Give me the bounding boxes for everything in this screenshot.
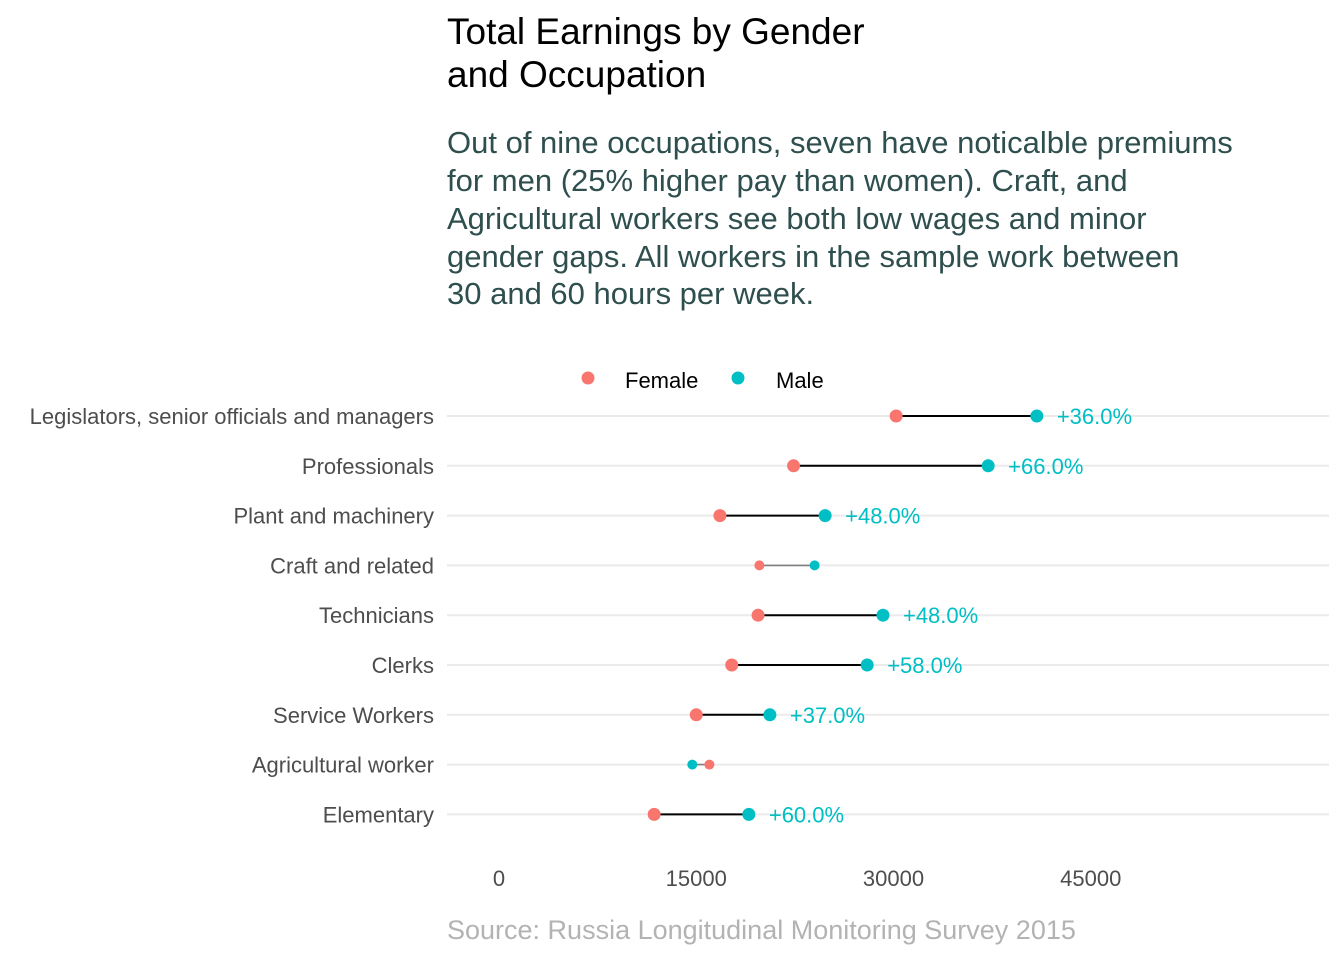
chart-subtitle-line-4: gender gaps. All workers in the sample w… bbox=[447, 239, 1179, 274]
x-tick-label: 30000 bbox=[863, 866, 924, 891]
chart-subtitle-line-1: Out of nine occupations, seven have noti… bbox=[447, 125, 1233, 160]
legend-female-label: Female bbox=[625, 368, 698, 393]
legend-male-label: Male bbox=[776, 368, 824, 393]
y-label: Professionals bbox=[302, 454, 434, 479]
y-label: Plant and machinery bbox=[233, 504, 434, 529]
legend-female-key bbox=[581, 371, 595, 385]
y-label: Craft and related bbox=[270, 553, 434, 578]
male-point bbox=[742, 807, 756, 821]
y-label: Clerks bbox=[372, 653, 434, 678]
female-point bbox=[647, 807, 661, 821]
female-point bbox=[725, 658, 739, 672]
gap-percent-label: +66.0% bbox=[1008, 454, 1083, 479]
gap-percent-label: +48.0% bbox=[903, 603, 978, 628]
y-label: Legislators, senior officials and manage… bbox=[30, 404, 434, 429]
x-tick-label: 0 bbox=[493, 866, 505, 891]
male-point bbox=[687, 759, 698, 770]
male-point bbox=[763, 708, 777, 722]
female-point bbox=[704, 759, 715, 770]
gap-percent-label: +48.0% bbox=[845, 504, 920, 529]
data-points bbox=[647, 409, 1044, 821]
legend-male-key bbox=[731, 371, 745, 385]
y-axis-labels: Legislators, senior officials and manage… bbox=[30, 404, 434, 827]
x-tick-label: 45000 bbox=[1060, 866, 1121, 891]
chart-subtitle-line-2: for men (25% higher pay than women). Cra… bbox=[447, 163, 1128, 198]
y-label: Agricultural worker bbox=[252, 753, 434, 778]
legend: Female Male bbox=[581, 368, 824, 393]
y-label: Service Workers bbox=[273, 703, 434, 728]
male-point bbox=[1030, 409, 1044, 423]
female-point bbox=[713, 509, 727, 523]
gap-percent-label: +60.0% bbox=[769, 802, 844, 827]
dumbbell-segments bbox=[654, 415, 1037, 816]
male-point bbox=[818, 509, 832, 523]
gap-labels: +36.0% +66.0% +48.0% +48.0% +58.0% +37.0% +60.… bbox=[769, 404, 1132, 827]
male-point bbox=[876, 608, 890, 622]
x-tick-label: 15000 bbox=[666, 866, 727, 891]
gap-percent-label: +37.0% bbox=[790, 703, 865, 728]
male-point bbox=[981, 459, 995, 473]
female-point bbox=[751, 608, 765, 622]
female-point bbox=[889, 409, 903, 423]
female-point bbox=[754, 560, 765, 571]
y-label: Elementary bbox=[323, 802, 434, 827]
gap-percent-label: +36.0% bbox=[1057, 404, 1132, 429]
chart-title-line-2: and Occupation bbox=[447, 54, 706, 95]
chart-title-line-1: Total Earnings by Gender bbox=[447, 11, 865, 52]
x-axis-tick-labels: 0 15000 30000 45000 bbox=[493, 866, 1121, 891]
gap-percent-label: +58.0% bbox=[887, 653, 962, 678]
chart-subtitle-line-3: Agricultural workers see both low wages … bbox=[447, 201, 1147, 236]
chart-caption: Source: Russia Longitudinal Monitoring S… bbox=[447, 915, 1076, 945]
y-label: Technicians bbox=[319, 603, 434, 628]
female-point bbox=[689, 708, 703, 722]
female-point bbox=[787, 459, 801, 473]
male-point bbox=[809, 560, 820, 571]
chart-subtitle-line-5: 30 and 60 hours per week. bbox=[447, 276, 814, 311]
male-point bbox=[860, 658, 874, 672]
